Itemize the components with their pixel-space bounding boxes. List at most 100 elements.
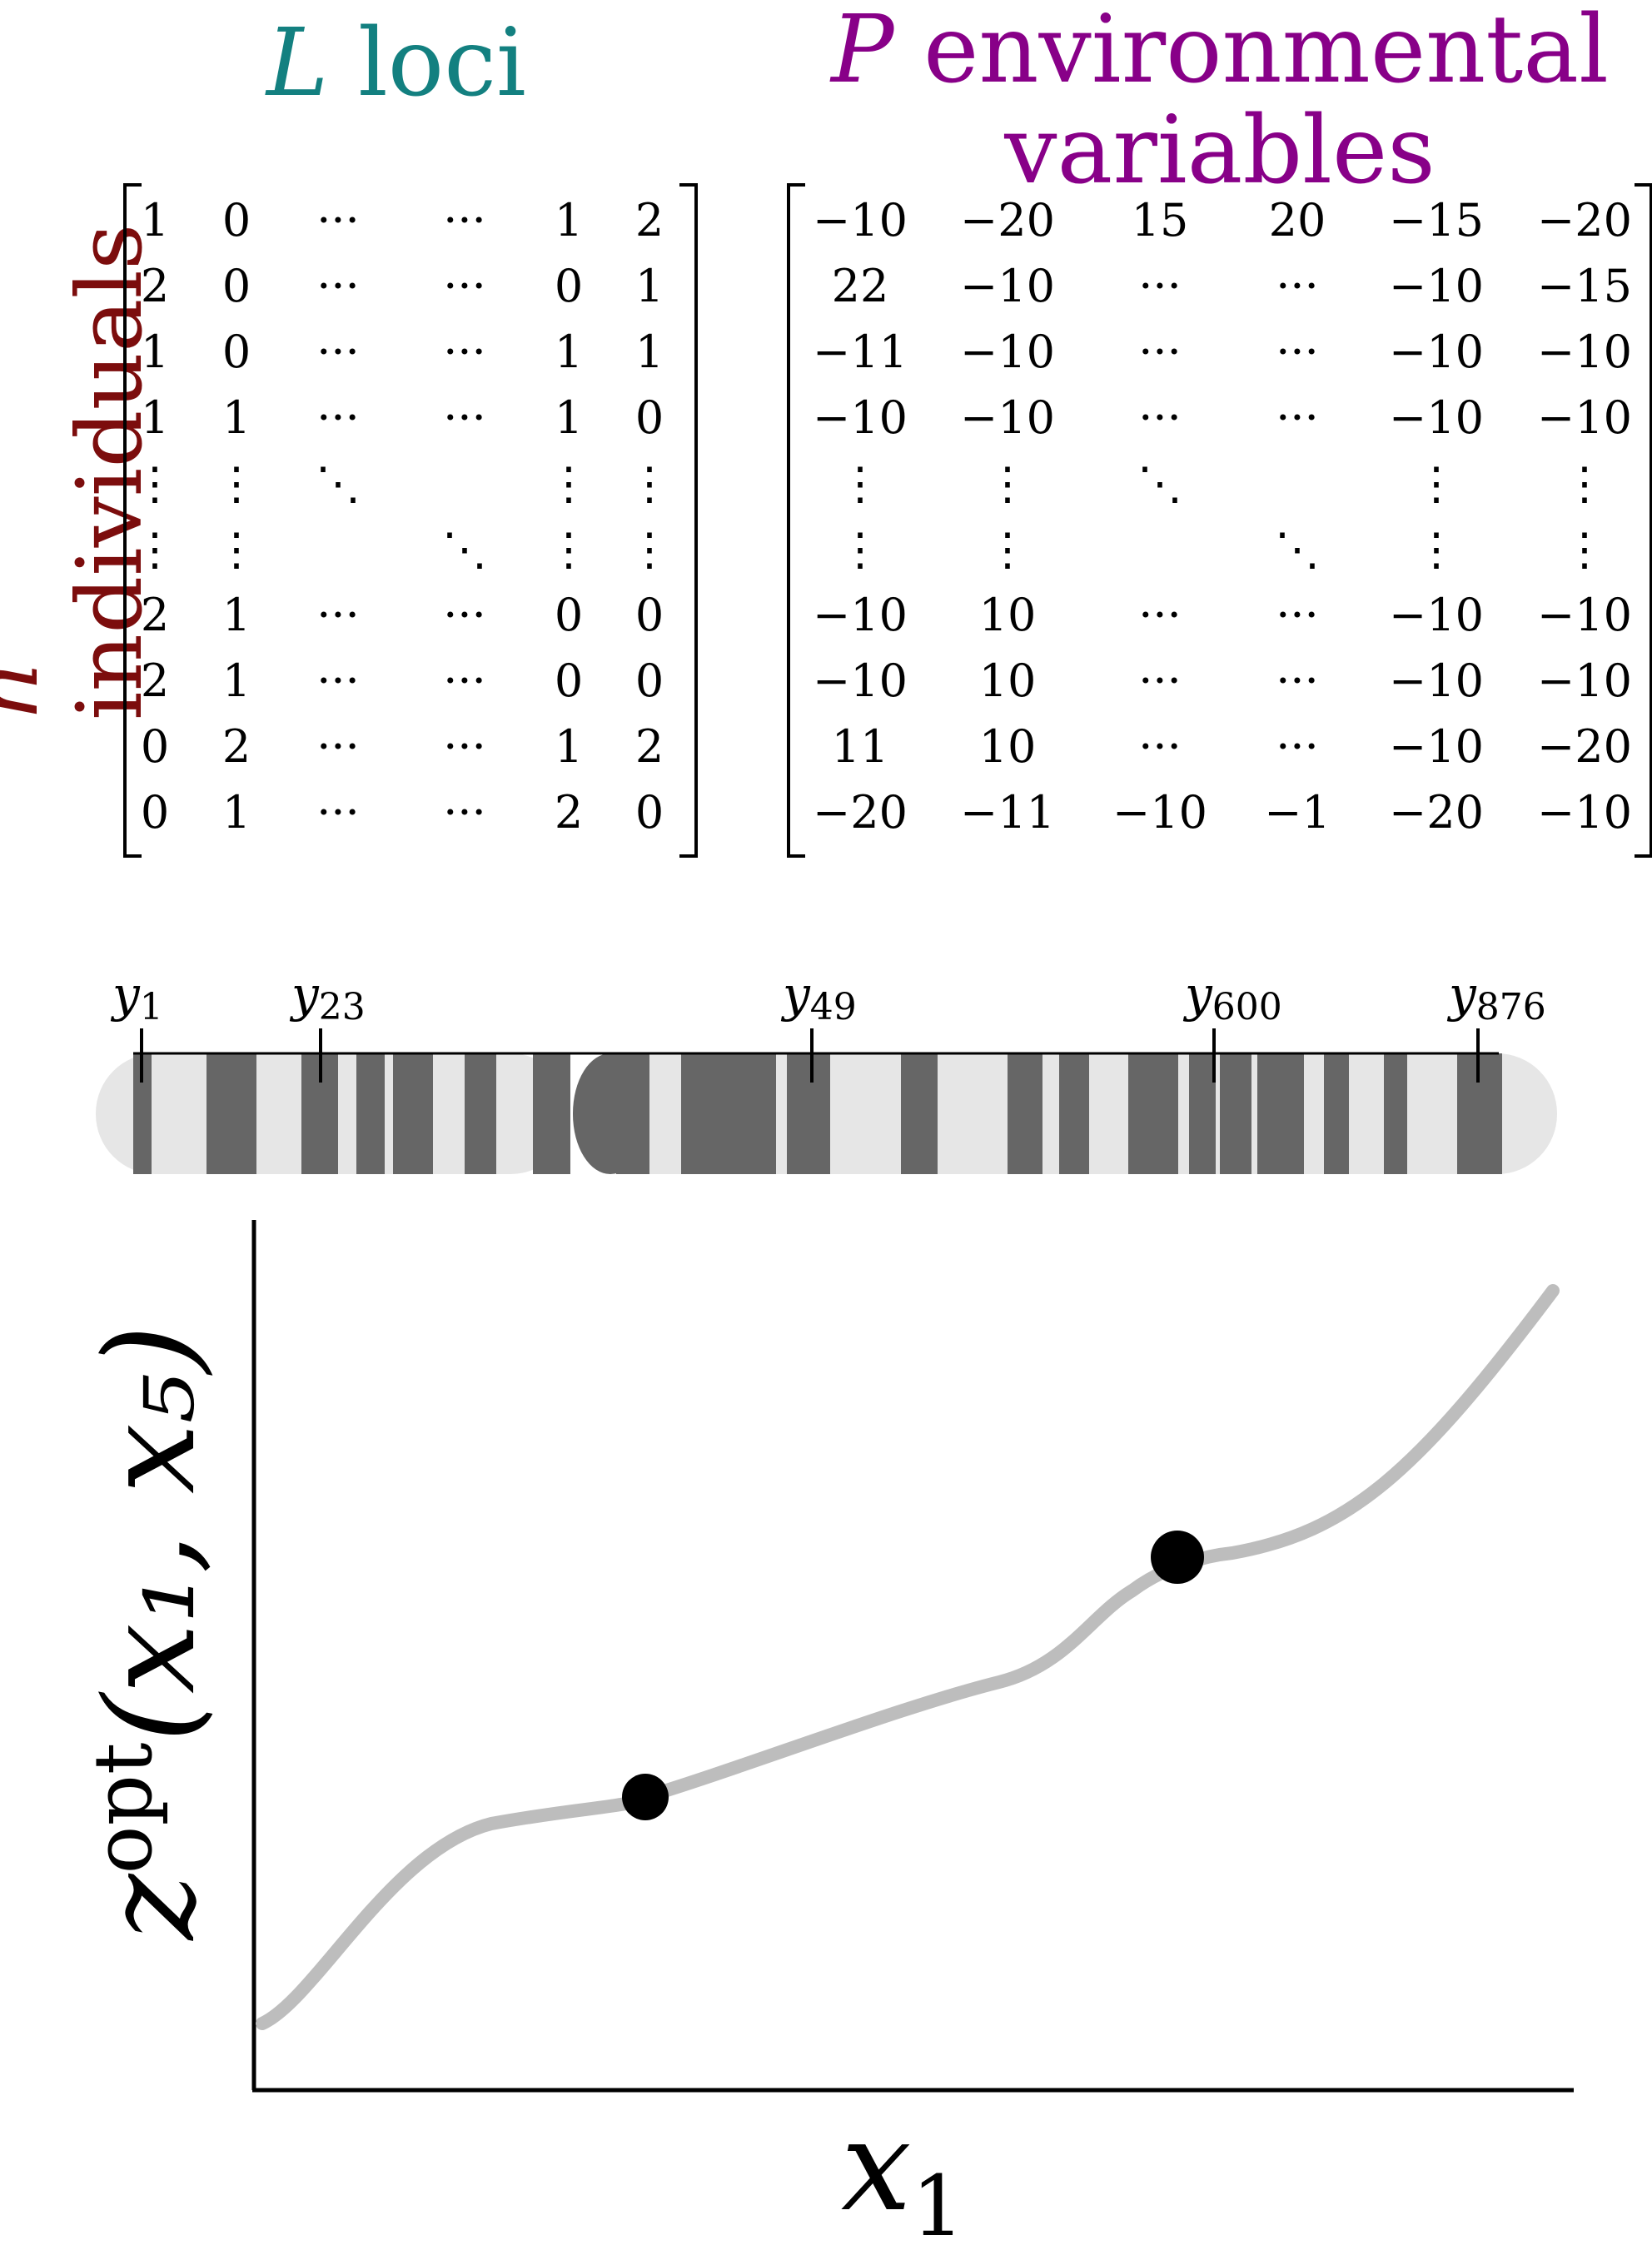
matrix-cell: ⋱: [316, 457, 361, 510]
loci-title: L loci: [266, 17, 616, 110]
matrix-cell: ···: [443, 786, 486, 839]
matrix-cell: ···: [443, 391, 486, 444]
chromosome-band: [709, 1053, 776, 1174]
matrix-cell: ⋮: [546, 523, 591, 575]
chromosome-band: [465, 1053, 496, 1174]
matrix-cell: ···: [1276, 326, 1319, 378]
y-axis-label: zopt(x₁, x₅): [77, 1325, 223, 1940]
matrix-cell: 0: [221, 260, 251, 312]
matrix-cell: ⋱: [442, 523, 487, 575]
matrix-cell: ···: [1138, 260, 1182, 312]
matrix-cell: −10: [813, 194, 908, 246]
matrix-cell: −10: [813, 655, 908, 707]
loci-text: loci: [357, 9, 526, 117]
matrix-cell: 2: [140, 260, 170, 312]
matrix-cell: 10: [978, 720, 1037, 773]
matrix-cell: −20: [1537, 720, 1632, 773]
chromosome-band: [1008, 1053, 1042, 1174]
matrix-cell: ⋮: [627, 457, 672, 510]
matrix-cell: −20: [1537, 194, 1632, 246]
matrix-cell: 1: [554, 391, 584, 444]
y-label-base: z: [78, 1874, 223, 1940]
chromosome-band: [1257, 1053, 1304, 1174]
matrix-cell: 1: [221, 589, 251, 641]
matrix-cell: 11: [831, 720, 889, 773]
x-label-base: x: [841, 2094, 912, 2239]
env-symbol: P: [831, 0, 894, 104]
matrix-cell: 1: [634, 260, 664, 312]
matrix-cell: ···: [443, 589, 486, 641]
matrix-cell: −15: [1537, 260, 1632, 312]
chromosome-band: [901, 1053, 938, 1174]
matrix-cell: ···: [1276, 260, 1319, 312]
matrix-left-bracket: [123, 183, 142, 858]
chromosome-graphic: [96, 1028, 1557, 1174]
matrix-cell: 0: [634, 655, 664, 707]
matrix-cell: 10: [978, 655, 1037, 707]
matrix-cell: ⋮: [838, 457, 883, 510]
matrix-cell: 0: [140, 786, 170, 839]
matrix-cell: 2: [140, 655, 170, 707]
matrix-cell: ···: [443, 720, 486, 773]
matrix-cell: ⋮: [985, 457, 1030, 510]
matrix-cell: 0: [554, 260, 584, 312]
chromosome-band: [1384, 1053, 1407, 1174]
matrix-left-bracket: [787, 183, 805, 858]
matrix-cell: 2: [634, 720, 664, 773]
matrix-cell: ⋮: [985, 523, 1030, 575]
chromosome-band: [787, 1053, 830, 1174]
matrix-cell: ···: [1138, 655, 1182, 707]
x-axis-label: x1: [841, 2094, 964, 2255]
matrix-cell: −20: [1389, 786, 1484, 839]
chromosome-band: [1324, 1053, 1349, 1174]
matrix-cell: −10: [813, 391, 908, 444]
marker-label: y1: [112, 966, 163, 1028]
matrix-cell: ⋱: [1137, 457, 1182, 510]
chromosome-band: [356, 1053, 385, 1174]
x-label-sub: 1: [911, 2158, 965, 2255]
matrix-cell: ⋮: [627, 523, 672, 575]
marker-label: y49: [783, 966, 857, 1028]
matrix-cell: ···: [1138, 589, 1182, 641]
matrix-cell: −10: [1389, 260, 1484, 312]
matrix-cell: ···: [316, 786, 360, 839]
matrix-cell: 2: [554, 786, 584, 839]
matrix-cell: ···: [316, 326, 360, 378]
matrix-cell: −10: [960, 260, 1055, 312]
matrix-cell: 1: [140, 194, 170, 246]
data-point: [1151, 1531, 1204, 1584]
y-label-sup: opt: [77, 1742, 170, 1874]
matrix-cell: 22: [831, 260, 889, 312]
matrix-cell: 1: [221, 655, 251, 707]
matrix-cell: ⋮: [214, 523, 259, 575]
matrix-cell: 1: [554, 326, 584, 378]
matrix-cell: −11: [960, 786, 1055, 839]
matrix-cell: −10: [1537, 589, 1632, 641]
matrix-cell: 10: [978, 589, 1037, 641]
matrix-cell: ···: [1276, 720, 1319, 773]
matrix-cell: −20: [813, 786, 908, 839]
chromosome-band: [393, 1053, 433, 1174]
data-point: [622, 1774, 669, 1820]
matrix-cell: −10: [1537, 391, 1632, 444]
matrix-cell: ⋮: [132, 523, 177, 575]
matrix-cell: 0: [554, 589, 584, 641]
matrix-cell: 1: [221, 391, 251, 444]
environment-title: P environmental variables: [799, 0, 1640, 202]
chromosome-band: [133, 1053, 152, 1174]
matrix-cell: 0: [634, 589, 664, 641]
matrix-cell: −10: [1537, 655, 1632, 707]
matrix-cell: −10: [960, 391, 1055, 444]
marker-label: y600: [1185, 966, 1282, 1028]
matrix-cell: 0: [221, 194, 251, 246]
matrix-cell: 2: [221, 720, 251, 773]
matrix-right-bracket: [679, 183, 698, 858]
matrix-cell: 1: [554, 194, 584, 246]
chromosome-band: [206, 1053, 256, 1174]
optimum-plot: [251, 1220, 1574, 2093]
matrix-cell: −10: [1537, 786, 1632, 839]
matrix-cell: ⋱: [1275, 523, 1320, 575]
matrix-cell: ···: [1138, 326, 1182, 378]
matrix-cell: ···: [443, 655, 486, 707]
matrix-cell: ···: [316, 720, 360, 773]
